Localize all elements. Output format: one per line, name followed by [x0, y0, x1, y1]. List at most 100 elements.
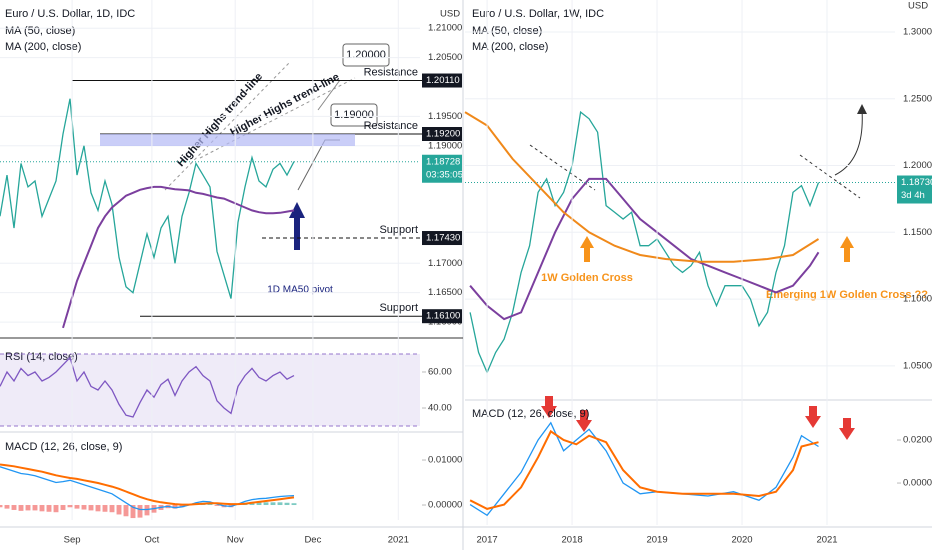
series-line — [469, 177, 820, 321]
level-label: 1.19200 — [426, 129, 460, 140]
y-tick-label: 1.05000 — [903, 360, 932, 371]
countdown-label: 03:35:05 — [426, 169, 463, 180]
level-label: 1.16100 — [426, 311, 460, 322]
histogram-bar — [11, 505, 17, 510]
breakout-arrow — [857, 104, 867, 114]
pane-title: MACD (12, 26, close, 9) — [472, 408, 589, 420]
histogram-bar — [95, 505, 101, 512]
y-tick-label: 1.21000 — [428, 23, 462, 34]
histogram-bar — [109, 505, 115, 513]
last-price-label: 1.18730 — [901, 177, 932, 188]
currency: USD — [440, 9, 460, 20]
level-tag — [422, 127, 462, 141]
histogram-bar — [102, 505, 108, 512]
trend-line — [799, 154, 861, 199]
histogram-bar — [144, 505, 150, 516]
series-line — [0, 98, 295, 299]
histogram-bar — [25, 505, 31, 511]
y-tick-label: 60.00 — [428, 366, 452, 377]
pane-title: MACD (12, 26, close, 9) — [5, 441, 122, 453]
series-line — [62, 185, 295, 329]
series-line — [0, 356, 295, 418]
countdown-label: 3d 4h — [901, 190, 925, 201]
y-tick-label: 0.00000 — [428, 500, 462, 511]
annotation: 1D MA50 pivot — [267, 285, 333, 296]
chart-title: Euro / U.S. Dollar, 1W, IDC — [472, 8, 604, 20]
projection-arrow — [317, 79, 341, 111]
level-tag — [422, 231, 462, 246]
histogram-bar — [256, 501, 262, 506]
histogram-bar — [270, 502, 276, 506]
series-line — [469, 429, 819, 510]
histogram-bar — [88, 505, 94, 511]
y-tick-label: 1.19000 — [428, 140, 462, 151]
y-tick-label: 40.00 — [428, 403, 452, 414]
series-line — [464, 111, 820, 263]
histogram-bar — [207, 503, 213, 506]
pivot-arrow — [289, 202, 305, 250]
resistance-zone — [100, 134, 355, 146]
target-box — [342, 43, 390, 67]
histogram-bar — [32, 505, 38, 511]
y-tick-label: 1.19500 — [428, 111, 462, 122]
x-tick-label: 2017 — [477, 535, 498, 546]
trend-line — [199, 77, 356, 159]
last-price-tag — [422, 154, 462, 183]
y-tick-label: 1.16500 — [428, 287, 462, 298]
histogram-bar — [74, 505, 80, 509]
series-line — [469, 421, 819, 517]
histogram-bar — [172, 505, 178, 509]
x-tick-label: Dec — [304, 535, 321, 546]
histogram-bar — [4, 505, 10, 509]
annotation: 1W Golden Cross — [541, 272, 633, 284]
y-tick-label: 0.00000 — [903, 478, 932, 489]
x-tick-label: Nov — [227, 535, 244, 546]
y-tick-label: 0.01000 — [428, 455, 462, 466]
histogram-bar — [18, 505, 24, 511]
histogram-bar — [67, 505, 73, 508]
histogram-bar — [277, 502, 283, 506]
histogram-bar — [291, 503, 297, 506]
x-tick-label: 2018 — [562, 535, 583, 546]
y-tick-label: 1.20500 — [428, 52, 462, 63]
x-tick-label: Sep — [64, 535, 81, 546]
histogram-bar — [81, 505, 87, 510]
level-text: Resistance — [364, 66, 418, 78]
breakout-arrow — [834, 109, 863, 176]
histogram-bar — [46, 505, 52, 512]
histogram-bar — [284, 502, 290, 506]
y-tick-label: 1.25000 — [903, 93, 932, 104]
x-tick-label: 2021 — [388, 535, 409, 546]
x-tick-label: 2020 — [731, 535, 752, 546]
series-line — [0, 466, 295, 511]
histogram-bar — [137, 505, 143, 518]
y-tick-label: 1.17000 — [428, 258, 462, 269]
x-tick-label: Oct — [145, 535, 160, 546]
target-label: 1.19000 — [334, 109, 374, 121]
chart-title: Euro / U.S. Dollar, 1D, IDC — [5, 8, 135, 20]
histogram-bar — [214, 505, 220, 506]
x-tick-label: 2019 — [646, 535, 667, 546]
histogram-bar — [39, 505, 45, 512]
level-tag — [422, 309, 462, 324]
currency: USD — [908, 1, 928, 12]
y-tick-label: 1.20000 — [903, 160, 932, 171]
histogram-bar — [53, 505, 59, 513]
last-price-label: 1.18728 — [426, 156, 460, 167]
histogram-bar — [0, 505, 3, 508]
histogram-bar — [123, 505, 129, 517]
series-line — [0, 463, 295, 506]
trend-line — [529, 144, 596, 191]
cross-arrow — [580, 236, 594, 262]
histogram-bar — [263, 502, 269, 506]
histogram-bar — [60, 505, 66, 510]
level-tag — [422, 73, 462, 88]
target-label: 1.20000 — [346, 49, 386, 61]
cross-arrow — [840, 236, 854, 262]
rsi-band — [0, 353, 420, 427]
last-price-tag — [897, 175, 932, 204]
level-label: 1.17430 — [426, 233, 460, 244]
